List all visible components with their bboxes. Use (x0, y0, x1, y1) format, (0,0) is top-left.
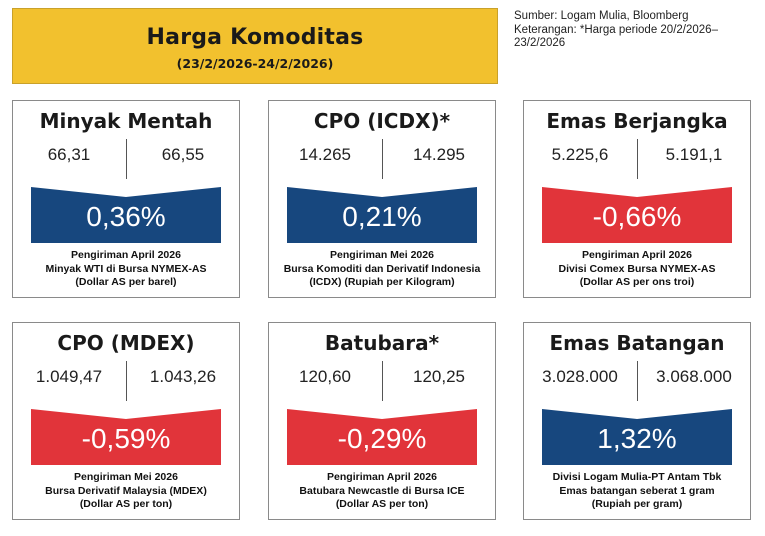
page-title: Harga Komoditas (146, 25, 364, 50)
change-chevron: 0,21% (287, 187, 477, 243)
date-period: (23/2/2026-24/2/2026) (176, 56, 334, 71)
remark-line: Keterangan: *Harga periode 20/2/2026– (514, 23, 718, 36)
card-notes: Pengiriman Mei 2026 Bursa Derivatif Mala… (13, 471, 239, 512)
chevron-shape (287, 409, 477, 465)
price-pair: 14.265 14.295 (269, 139, 495, 179)
commodity-name: Batubara* (324, 331, 440, 355)
price-pair: 66,31 66,55 (13, 139, 239, 179)
chevron-shape (542, 409, 732, 465)
price-pair: 5.225,6 5.191,1 (524, 139, 750, 179)
change-percent: -0,59% (81, 423, 171, 454)
card-cpo-mdex: CPO (MDEX) 1.049,47 1.043,26 -0,59% Peng… (12, 322, 240, 520)
change-chevron: 0,36% (31, 187, 221, 243)
card-notes: Pengiriman Mei 2026 Bursa Komoditi dan D… (269, 249, 495, 290)
market-note: Batubara Newcastle di Bursa ICE (299, 484, 465, 497)
change-percent: -0,66% (592, 201, 682, 232)
title-banner: Harga Komoditas (23/2/2026-24/2/2026) (12, 8, 498, 84)
previous-price: 120,60 (299, 367, 351, 386)
card-notes: Pengiriman April 2026 Batubara Newcastle… (269, 471, 495, 512)
source-note: Sumber: Logam Mulia, Bloomberg Keteranga… (514, 10, 754, 51)
current-price: 5.191,1 (665, 145, 723, 164)
card-batubara: Batubara* 120,60 120,25 -0,29% Pengirima… (268, 322, 496, 520)
chevron-shape (287, 187, 477, 243)
unit-note: (Dollar AS per ton) (335, 498, 429, 510)
card-cpo-icdx: CPO (ICDX)* 14.265 14.295 0,21% Pengirim… (268, 100, 496, 298)
commodity-name: Emas Batangan (549, 331, 725, 355)
previous-price: 3.028.000 (542, 367, 618, 386)
change-chevron: -0,29% (287, 409, 477, 465)
unit-note: (Dollar AS per ton) (79, 498, 173, 510)
market-note: Bursa Komoditi dan Derivatif Indonesia (283, 262, 481, 275)
chevron-shape (31, 187, 221, 243)
change-percent: 0,21% (342, 201, 422, 232)
card-minyak-mentah: Minyak Mentah 66,31 66,55 0,36% Pengirim… (12, 100, 240, 298)
market-note: Bursa Derivatif Malaysia (MDEX) (45, 484, 207, 497)
current-price: 120,25 (413, 367, 465, 386)
card-notes: Pengiriman April 2026 Minyak WTI di Burs… (13, 249, 239, 290)
commodity-name: Emas Berjangka (546, 109, 728, 133)
delivery-note: Divisi Logam Mulia-PT Antam Tbk (552, 471, 722, 483)
unit-note: (Dollar AS per ons troi) (579, 276, 695, 288)
delivery-note: Pengiriman April 2026 (327, 471, 437, 483)
commodity-name: CPO (ICDX)* (313, 109, 451, 133)
current-price: 66,55 (161, 145, 205, 164)
unit-note: (Rupiah per gram) (591, 498, 683, 510)
current-price: 3.068.000 (656, 367, 732, 386)
source-line: Sumber: Logam Mulia, Bloomberg (514, 10, 689, 22)
remark-line-cont: 23/2/2026 (514, 37, 566, 49)
commodity-name: CPO (MDEX) (57, 331, 195, 355)
card-emas-batangan: Emas Batangan 3.028.000 3.068.000 1,32% … (523, 322, 751, 520)
price-divider (637, 361, 638, 401)
unit-note: (ICDX) (Rupiah per Kilogram) (309, 276, 455, 288)
delivery-note: Pengiriman April 2026 (582, 249, 692, 261)
delivery-note: Pengiriman April 2026 (71, 249, 181, 261)
commodity-name: Minyak Mentah (39, 109, 213, 133)
price-pair: 3.028.000 3.068.000 (524, 361, 750, 401)
price-divider (637, 139, 638, 179)
price-divider (382, 361, 383, 401)
change-chevron: 1,32% (542, 409, 732, 465)
price-divider (126, 139, 127, 179)
change-chevron: -0,59% (31, 409, 221, 465)
market-note: Emas batangan seberat 1 gram (559, 484, 715, 497)
market-note: Minyak WTI di Bursa NYMEX-AS (45, 262, 207, 275)
change-percent: 0,36% (86, 201, 166, 232)
delivery-note: Pengiriman Mei 2026 (74, 471, 178, 483)
unit-note: (Dollar AS per barel) (75, 276, 177, 288)
market-note: Divisi Comex Bursa NYMEX-AS (558, 262, 716, 275)
price-pair: 1.049,47 1.043,26 (13, 361, 239, 401)
previous-price: 14.265 (299, 145, 351, 164)
delivery-note: Pengiriman Mei 2026 (330, 249, 434, 261)
card-notes: Pengiriman April 2026 Divisi Comex Bursa… (524, 249, 750, 290)
previous-price: 5.225,6 (551, 145, 609, 164)
chevron-shape (542, 187, 732, 243)
previous-price: 1.049,47 (35, 367, 103, 386)
price-divider (382, 139, 383, 179)
price-pair: 120,60 120,25 (269, 361, 495, 401)
card-notes: Divisi Logam Mulia-PT Antam Tbk Emas bat… (524, 471, 750, 512)
current-price: 14.295 (413, 145, 465, 164)
chevron-shape (31, 409, 221, 465)
change-chevron: -0,66% (542, 187, 732, 243)
card-emas-berjangka: Emas Berjangka 5.225,6 5.191,1 -0,66% Pe… (523, 100, 751, 298)
change-percent: -0,29% (337, 423, 427, 454)
current-price: 1.043,26 (149, 367, 217, 386)
price-divider (126, 361, 127, 401)
previous-price: 66,31 (47, 145, 91, 164)
change-percent: 1,32% (597, 423, 677, 454)
